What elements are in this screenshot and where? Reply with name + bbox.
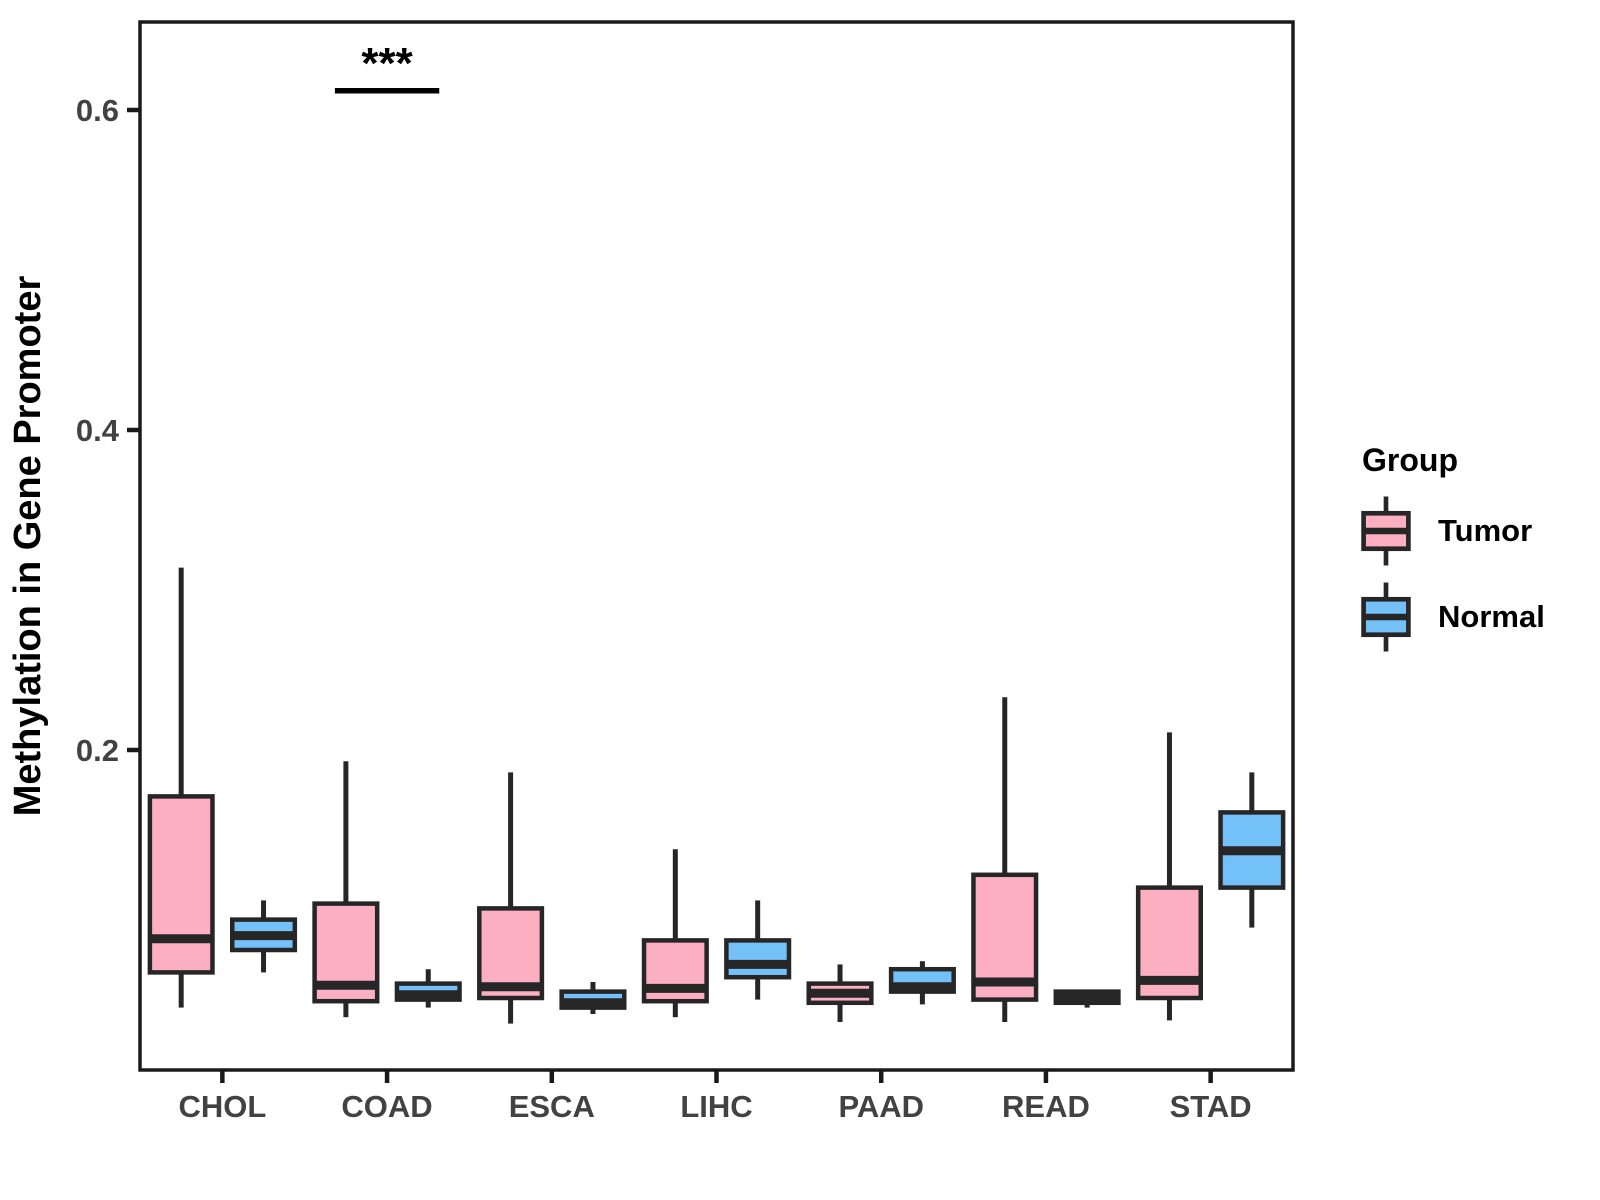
y-tick-label: 0.2 xyxy=(76,733,119,768)
legend: Group Tumor Normal xyxy=(1358,442,1588,655)
x-tick-label-lihc: LIHC xyxy=(680,1089,752,1124)
x-tick-label-chol: CHOL xyxy=(178,1089,266,1124)
tumor-boxplot-key-icon xyxy=(1361,496,1411,566)
x-tick-label-coad: COAD xyxy=(341,1089,432,1124)
legend-label-normal: Normal xyxy=(1438,599,1545,634)
x-tick-label-esca: ESCA xyxy=(509,1089,595,1124)
y-tick-label: 0.4 xyxy=(76,413,120,448)
y-tick-label: 0.6 xyxy=(76,93,119,128)
legend-label-tumor: Tumor xyxy=(1438,513,1533,548)
significance-label-coad: *** xyxy=(361,39,413,88)
x-tick-label-read: READ xyxy=(1002,1089,1090,1124)
y-axis-title: Methylation in Gene Promoter xyxy=(7,276,49,817)
legend-entry-normal: Normal xyxy=(1358,579,1588,655)
x-tick-label-stad: STAD xyxy=(1170,1089,1252,1124)
box-chol-tumor xyxy=(147,794,215,975)
box-lihc-normal xyxy=(724,938,792,980)
legend-entry-tumor: Tumor xyxy=(1358,493,1588,569)
normal-boxplot-key-icon xyxy=(1361,582,1411,652)
x-tick-label-paad: PAAD xyxy=(838,1089,924,1124)
legend-title: Group xyxy=(1362,442,1458,478)
